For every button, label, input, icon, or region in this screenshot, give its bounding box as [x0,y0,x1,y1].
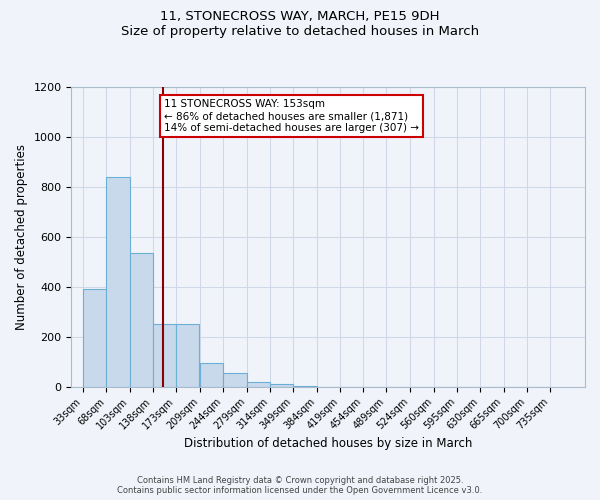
Text: 11, STONECROSS WAY, MARCH, PE15 9DH
Size of property relative to detached houses: 11, STONECROSS WAY, MARCH, PE15 9DH Size… [121,10,479,38]
Bar [153,324,176,387]
Bar [176,324,199,387]
Text: 11 STONECROSS WAY: 153sqm
← 86% of detached houses are smaller (1,871)
14% of se: 11 STONECROSS WAY: 153sqm ← 86% of detac… [164,100,419,132]
X-axis label: Distribution of detached houses by size in March: Distribution of detached houses by size … [184,437,472,450]
Text: Contains HM Land Registry data © Crown copyright and database right 2025.
Contai: Contains HM Land Registry data © Crown c… [118,476,482,495]
Bar [223,373,247,387]
Bar [293,386,317,387]
Bar [247,382,270,387]
Bar [270,384,293,387]
Bar [83,290,106,387]
Y-axis label: Number of detached properties: Number of detached properties [15,144,28,330]
Bar [106,177,130,387]
Bar [130,253,153,387]
Bar [200,363,223,387]
